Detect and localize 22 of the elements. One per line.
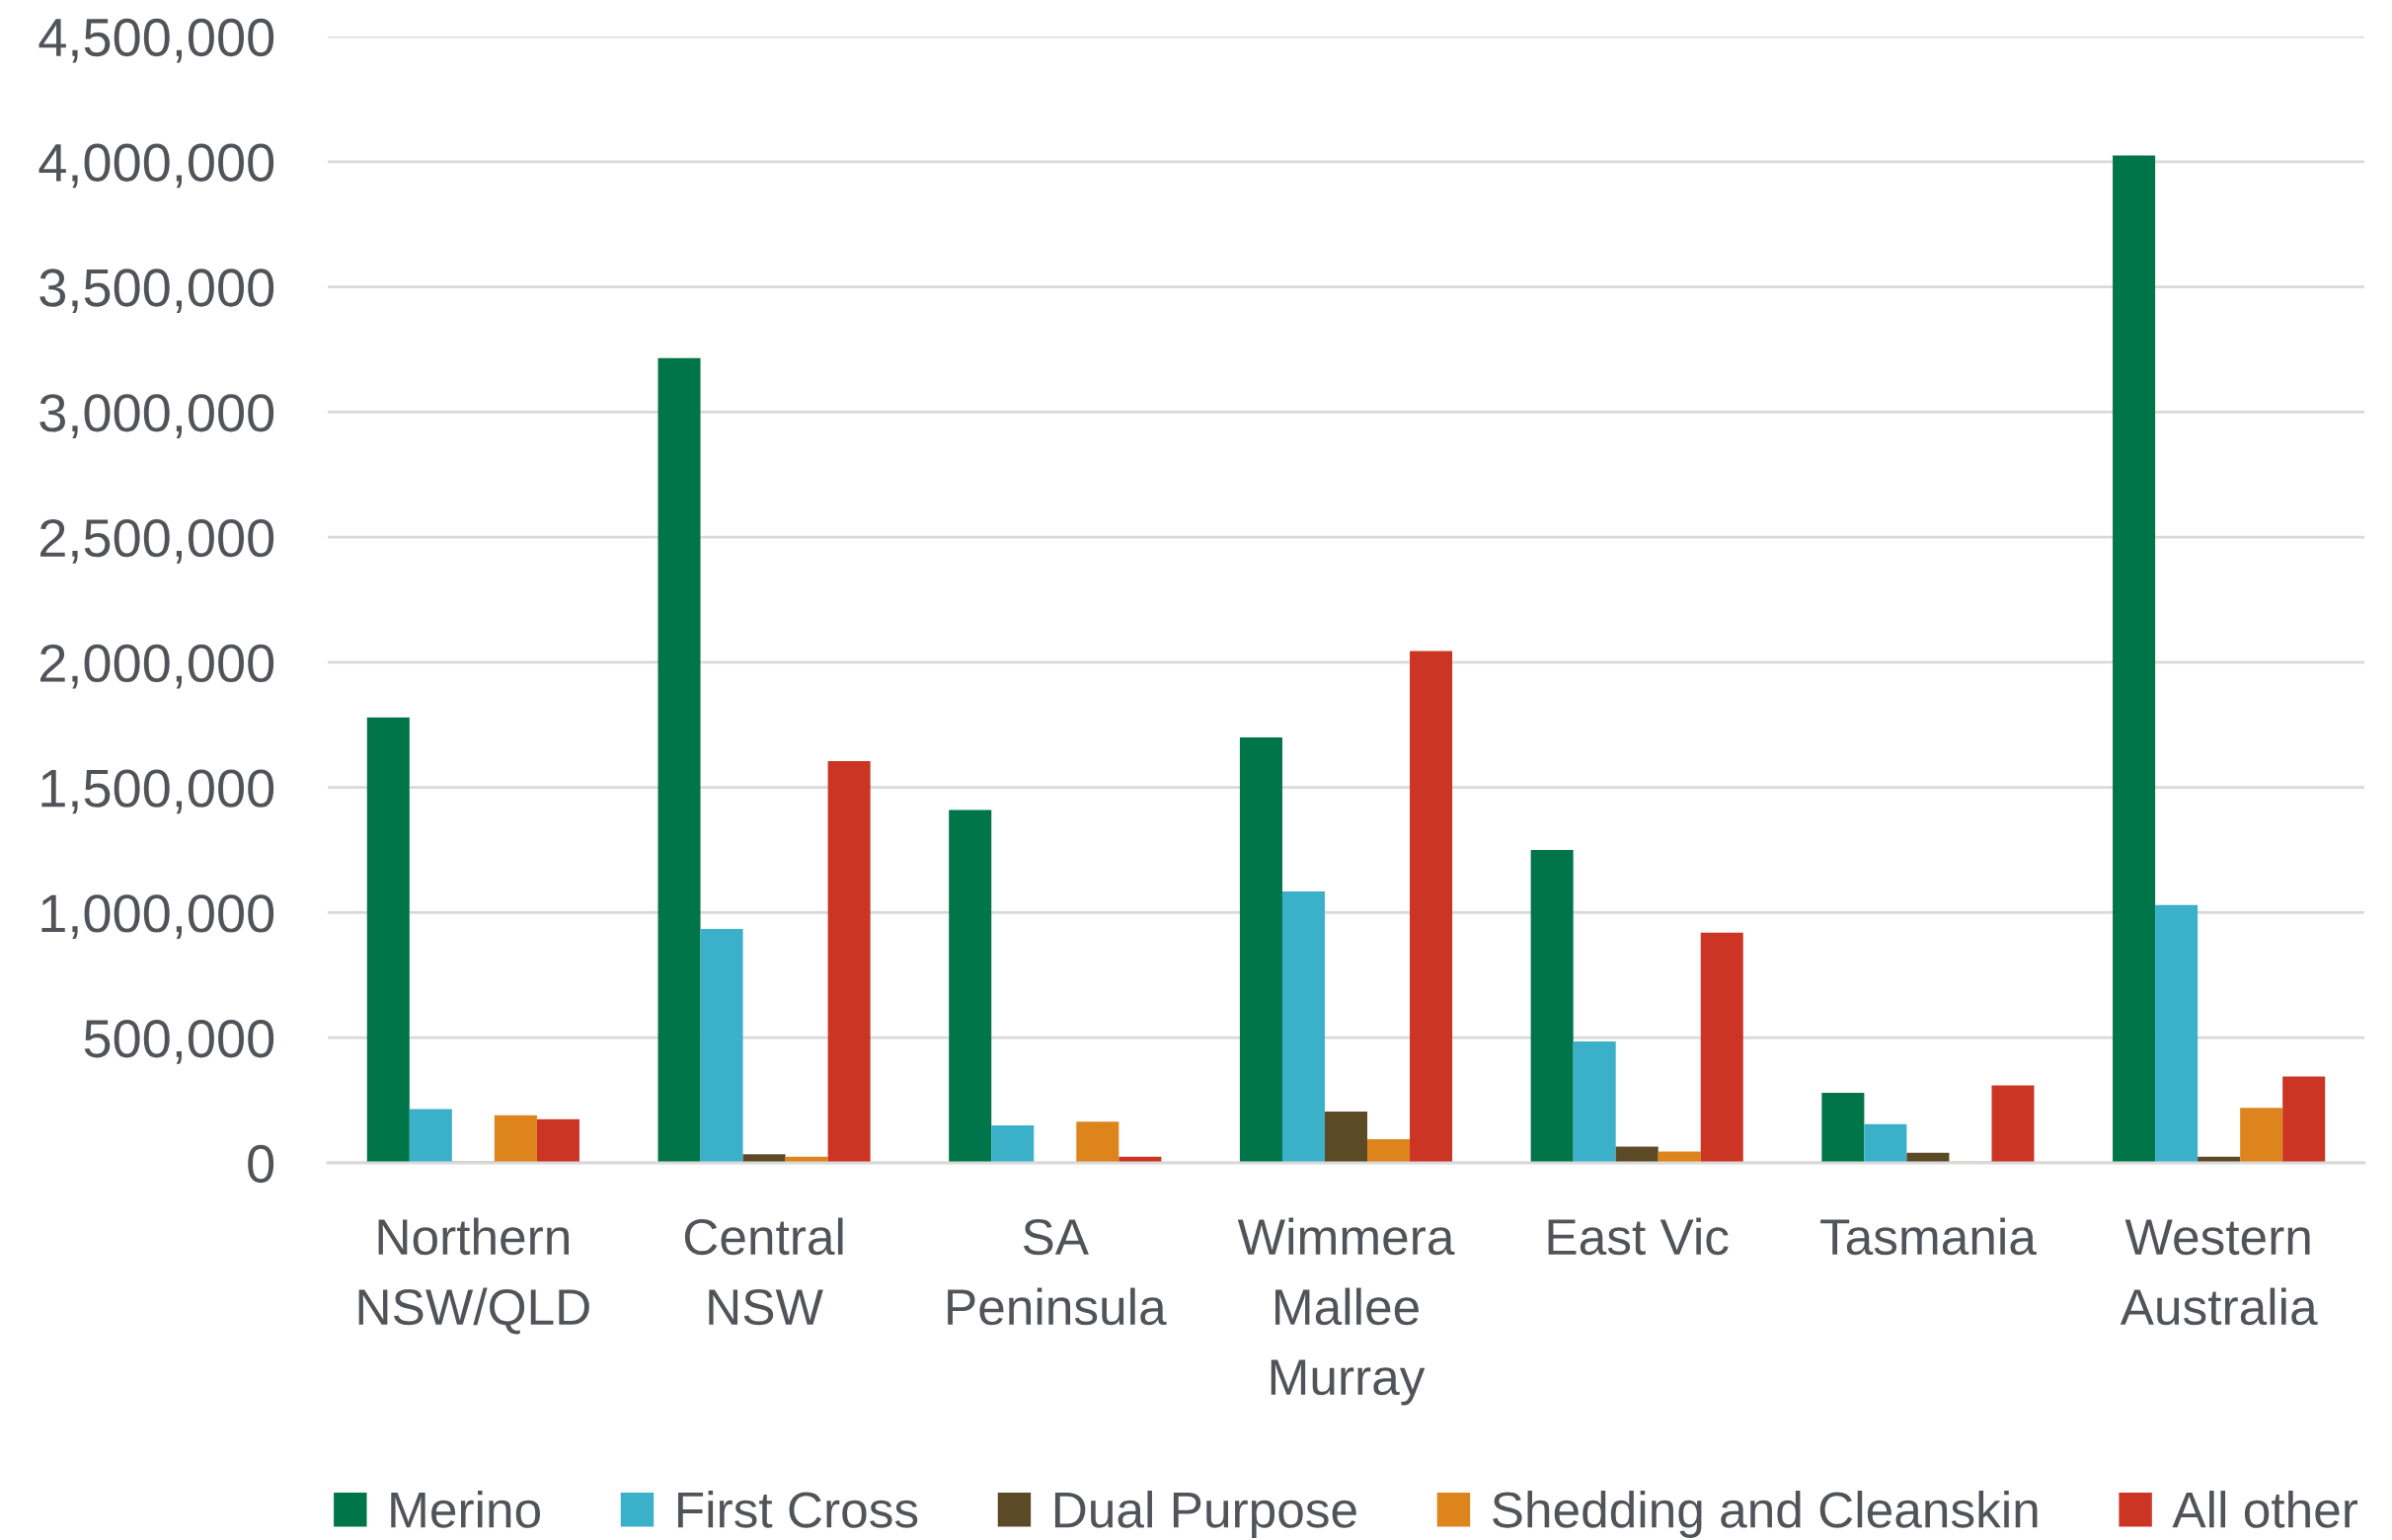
x-tick-label: Wimmera Mallee Murray	[1237, 1217, 1455, 1406]
x-tick-label: Northern NSW/QLD	[358, 1217, 589, 1335]
y-tick-label: 4,500,000	[39, 18, 274, 63]
x-tick-label: East Vic	[1548, 1217, 1729, 1256]
y-tick-label: 1,000,000	[41, 894, 274, 939]
x-tick-label: Central NSW	[684, 1217, 843, 1326]
y-tick-label: 500,000	[84, 1020, 274, 1064]
y-tick-label: 4,000,000	[39, 143, 274, 189]
y-tick-label: 0	[248, 1144, 274, 1184]
legend-label: All other	[2172, 1491, 2358, 1528]
legend-label: First Cross	[677, 1491, 918, 1528]
y-tick-label: 2,000,000	[40, 644, 274, 689]
legend-label: Shedding and Cleanskin	[1493, 1491, 2038, 1538]
x-tick-label: SA Peninsula	[948, 1218, 1167, 1326]
y-tick-label: 1,500,000	[41, 769, 274, 814]
x-tick-label: Western Australia	[2120, 1219, 2318, 1326]
x-tick-label: Tasmania	[1820, 1217, 2037, 1256]
legend-label: Merino	[391, 1491, 540, 1528]
y-tick-label: 3,000,000	[39, 394, 274, 438]
legend-label: Dual Purpose	[1054, 1491, 1356, 1538]
y-tick-label: 2,500,000	[40, 518, 274, 564]
y-tick-label: 3,500,000	[39, 269, 274, 314]
